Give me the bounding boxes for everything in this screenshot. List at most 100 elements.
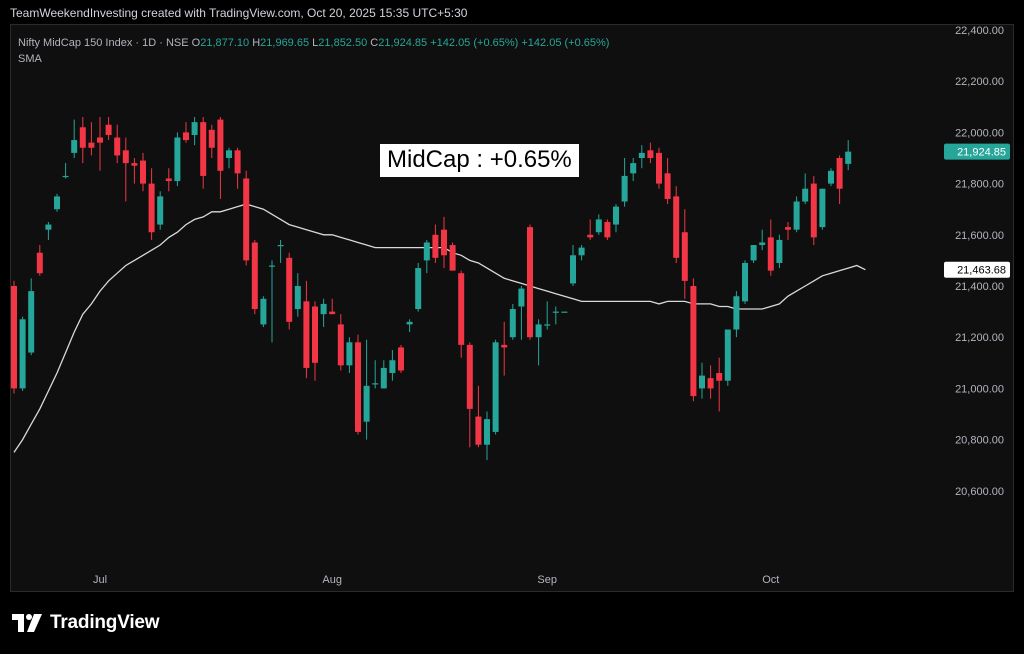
candle[interactable] — [604, 219, 611, 240]
candle[interactable] — [802, 173, 809, 205]
sma-legend-label[interactable]: SMA — [18, 53, 42, 65]
candle[interactable] — [36, 245, 43, 276]
candle[interactable] — [226, 147, 232, 169]
candle[interactable] — [11, 280, 17, 394]
candle[interactable] — [819, 188, 826, 230]
candle[interactable] — [518, 286, 525, 340]
candle[interactable] — [673, 186, 680, 263]
candle[interactable] — [363, 339, 370, 440]
candle[interactable] — [733, 291, 740, 338]
candle[interactable] — [105, 117, 112, 141]
candle[interactable] — [552, 306, 559, 325]
candle[interactable] — [458, 270, 465, 358]
candle[interactable] — [234, 147, 241, 189]
candle[interactable] — [656, 147, 662, 189]
candle[interactable] — [165, 168, 172, 192]
candle[interactable] — [681, 209, 688, 299]
candle[interactable] — [320, 298, 327, 327]
candle[interactable] — [269, 260, 275, 343]
candle[interactable] — [54, 193, 60, 212]
candle[interactable] — [243, 170, 250, 266]
candle[interactable] — [509, 303, 516, 340]
candle[interactable] — [286, 252, 293, 330]
candle[interactable] — [595, 214, 602, 235]
candle[interactable] — [613, 204, 619, 233]
candle[interactable] — [114, 124, 121, 164]
candle[interactable] — [742, 260, 748, 304]
candle[interactable] — [251, 239, 258, 315]
candle[interactable] — [148, 168, 155, 240]
candle[interactable] — [260, 296, 267, 327]
candle[interactable] — [750, 245, 757, 263]
candle[interactable] — [845, 140, 852, 171]
candle[interactable] — [71, 119, 78, 158]
candle[interactable] — [277, 239, 284, 263]
candle[interactable] — [423, 239, 430, 274]
candle[interactable] — [183, 122, 189, 143]
candle[interactable] — [208, 124, 215, 158]
chart-panel[interactable] — [10, 24, 1014, 592]
candle[interactable] — [621, 158, 628, 207]
candle[interactable] — [724, 329, 731, 386]
candle[interactable] — [785, 222, 791, 240]
candle[interactable] — [294, 273, 301, 317]
candle[interactable] — [535, 319, 542, 366]
candle[interactable] — [767, 219, 774, 276]
candle[interactable] — [79, 117, 86, 164]
candle[interactable] — [578, 245, 585, 261]
candle[interactable] — [303, 280, 310, 379]
candle[interactable] — [759, 229, 766, 251]
candle[interactable] — [690, 278, 697, 402]
candle[interactable] — [638, 145, 645, 169]
candle[interactable] — [217, 117, 224, 199]
candle[interactable] — [630, 158, 637, 182]
candle[interactable] — [828, 168, 834, 187]
candle[interactable] — [329, 298, 336, 315]
candle[interactable] — [88, 122, 95, 156]
candle[interactable] — [157, 191, 164, 230]
candle[interactable] — [501, 321, 508, 376]
candle[interactable] — [191, 117, 198, 146]
candle[interactable] — [544, 301, 551, 330]
candle[interactable] — [561, 311, 568, 313]
candle[interactable] — [62, 163, 69, 179]
candle[interactable] — [647, 142, 654, 164]
candle[interactable] — [19, 316, 26, 391]
tradingview-logo[interactable]: TradingView — [12, 612, 160, 634]
candle[interactable] — [415, 262, 422, 312]
candle[interactable] — [337, 314, 344, 371]
candle[interactable] — [380, 360, 387, 389]
candle[interactable] — [398, 344, 404, 374]
candle[interactable] — [131, 158, 138, 184]
candle[interactable] — [466, 342, 473, 448]
candle[interactable] — [346, 337, 353, 374]
candle[interactable] — [810, 175, 817, 246]
candle[interactable] — [492, 339, 499, 435]
candle[interactable] — [484, 411, 490, 461]
candle[interactable] — [355, 334, 361, 435]
candle[interactable] — [707, 365, 714, 399]
candle[interactable] — [475, 385, 482, 448]
candle[interactable] — [28, 278, 35, 356]
candle[interactable] — [140, 152, 146, 192]
candle[interactable] — [97, 117, 103, 171]
candle[interactable] — [836, 155, 843, 205]
candle[interactable] — [441, 216, 447, 269]
candle[interactable] — [527, 224, 533, 340]
symbol-legend[interactable]: Nifty MidCap 150 Index · 1D · NSE O21,87… — [18, 37, 609, 49]
candle[interactable] — [716, 357, 723, 412]
candle[interactable] — [699, 362, 705, 399]
candle[interactable] — [389, 350, 396, 381]
candle[interactable] — [432, 224, 439, 263]
annotation-label[interactable]: MidCap : +0.65% — [380, 144, 579, 177]
candle[interactable] — [406, 319, 413, 333]
candle[interactable] — [664, 158, 671, 205]
candle[interactable] — [449, 242, 456, 271]
candle[interactable] — [122, 137, 129, 202]
candle[interactable] — [200, 117, 207, 189]
candle[interactable] — [312, 301, 318, 381]
candle[interactable] — [45, 222, 52, 240]
candle[interactable] — [174, 132, 181, 187]
candle[interactable] — [587, 219, 594, 240]
